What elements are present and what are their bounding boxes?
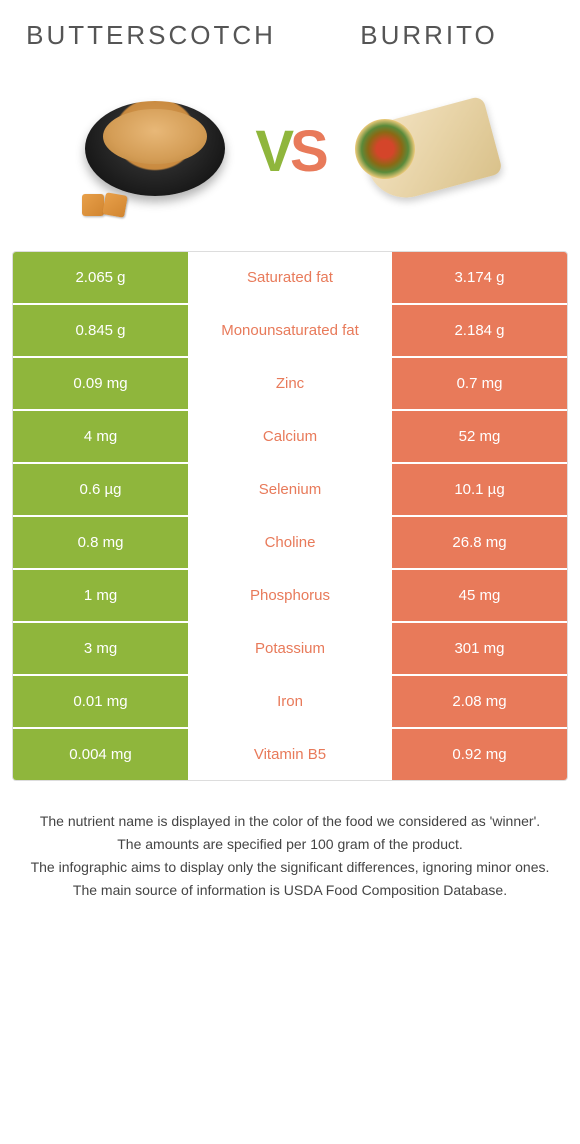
right-value: 301 mg: [392, 621, 567, 674]
nutrient-label: Iron: [188, 674, 392, 727]
infographic-container: BUTTERSCOTCH BURRITO VS 2.065 gSaturated…: [0, 0, 580, 933]
left-value: 0.01 mg: [13, 674, 188, 727]
vs-s: S: [290, 118, 325, 185]
left-value: 0.8 mg: [13, 515, 188, 568]
table-row: 2.065 gSaturated fat3.174 g: [13, 252, 567, 303]
nutrient-label: Choline: [188, 515, 392, 568]
nutrient-label: Monounsaturated fat: [188, 303, 392, 356]
left-food-title: BUTTERSCOTCH: [12, 20, 290, 51]
left-value: 0.004 mg: [13, 727, 188, 780]
nutrient-label: Calcium: [188, 409, 392, 462]
right-value: 45 mg: [392, 568, 567, 621]
title-row: BUTTERSCOTCH BURRITO: [12, 20, 568, 51]
right-food-image: [345, 81, 510, 221]
right-value: 10.1 µg: [392, 462, 567, 515]
left-value: 1 mg: [13, 568, 188, 621]
left-value: 0.6 µg: [13, 462, 188, 515]
table-row: 0.845 gMonounsaturated fat2.184 g: [13, 303, 567, 356]
right-value: 2.08 mg: [392, 674, 567, 727]
right-food-title: BURRITO: [290, 20, 568, 51]
right-value: 0.92 mg: [392, 727, 567, 780]
right-value: 0.7 mg: [392, 356, 567, 409]
nutrient-label: Zinc: [188, 356, 392, 409]
left-value: 0.845 g: [13, 303, 188, 356]
nutrient-label: Vitamin B5: [188, 727, 392, 780]
nutrient-label: Potassium: [188, 621, 392, 674]
nutrient-label: Phosphorus: [188, 568, 392, 621]
left-value: 4 mg: [13, 409, 188, 462]
nutrient-table: 2.065 gSaturated fat3.174 g0.845 gMonoun…: [12, 251, 568, 781]
footnote-line: The amounts are specified per 100 gram o…: [30, 834, 550, 855]
table-row: 0.004 mgVitamin B50.92 mg: [13, 727, 567, 780]
table-row: 0.6 µgSelenium10.1 µg: [13, 462, 567, 515]
table-row: 4 mgCalcium52 mg: [13, 409, 567, 462]
vs-v: V: [255, 118, 290, 185]
table-row: 0.8 mgCholine26.8 mg: [13, 515, 567, 568]
nutrient-label: Saturated fat: [188, 252, 392, 303]
nutrient-label: Selenium: [188, 462, 392, 515]
right-value: 3.174 g: [392, 252, 567, 303]
right-value: 26.8 mg: [392, 515, 567, 568]
table-row: 3 mgPotassium301 mg: [13, 621, 567, 674]
table-row: 0.01 mgIron2.08 mg: [13, 674, 567, 727]
footnote-line: The main source of information is USDA F…: [30, 880, 550, 901]
table-row: 0.09 mgZinc0.7 mg: [13, 356, 567, 409]
footnote-line: The nutrient name is displayed in the co…: [30, 811, 550, 832]
table-row: 1 mgPhosphorus45 mg: [13, 568, 567, 621]
left-value: 0.09 mg: [13, 356, 188, 409]
vs-label: VS: [255, 118, 324, 185]
footnotes: The nutrient name is displayed in the co…: [12, 811, 568, 901]
right-value: 52 mg: [392, 409, 567, 462]
right-value: 2.184 g: [392, 303, 567, 356]
hero-row: VS: [12, 81, 568, 221]
left-value: 2.065 g: [13, 252, 188, 303]
left-food-image: [70, 81, 235, 221]
left-value: 3 mg: [13, 621, 188, 674]
footnote-line: The infographic aims to display only the…: [30, 857, 550, 878]
